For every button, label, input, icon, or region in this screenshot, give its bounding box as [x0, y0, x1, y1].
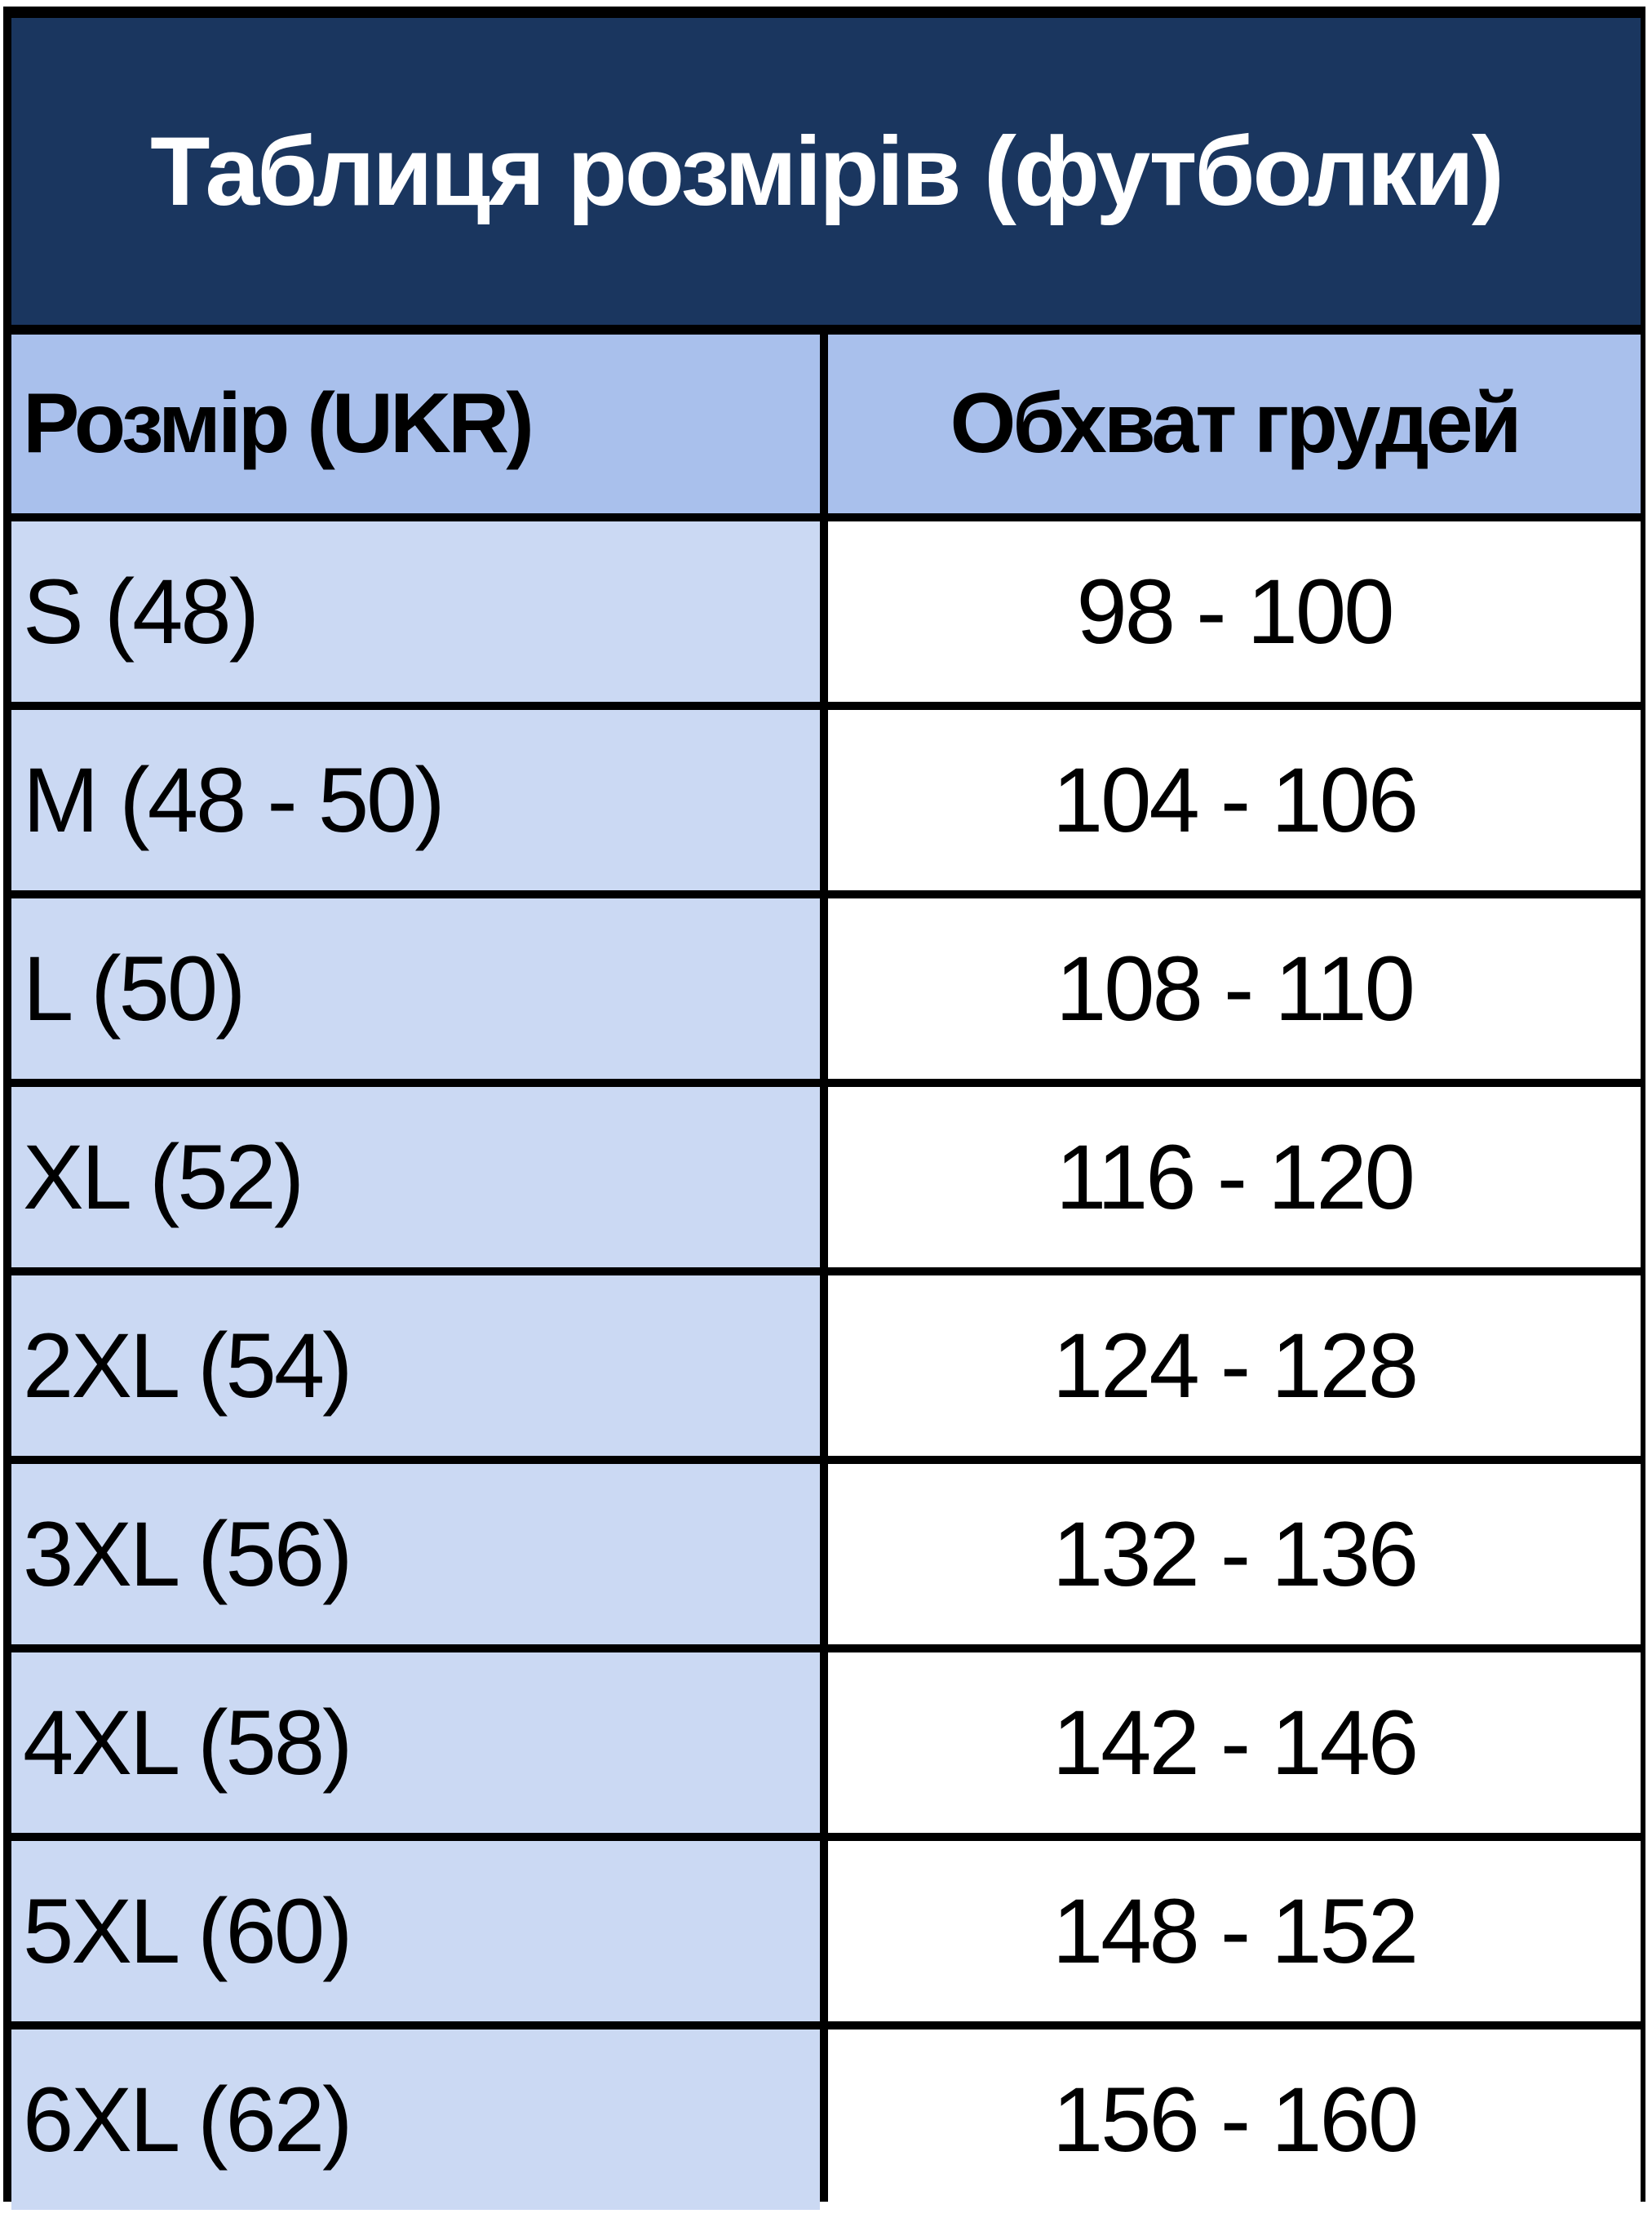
size-value: 4XL (58) — [23, 1692, 352, 1794]
size-table: Розмір (UKR) Обхват грудей S (48) 98 - 1… — [11, 335, 1641, 2218]
chest-cell: 116 - 120 — [828, 1087, 1641, 1267]
size-value: L (50) — [23, 938, 246, 1040]
size-cell: 4XL (58) — [11, 1652, 820, 1833]
size-value: 5XL (60) — [23, 1880, 352, 1982]
title-banner: Таблиця розмірів (футболки) — [11, 18, 1641, 325]
table-row: 2XL (54) 124 - 128 — [11, 1275, 1641, 1456]
chest-value: 108 - 110 — [1056, 938, 1415, 1040]
chest-value: 104 - 106 — [1052, 749, 1419, 851]
chest-value: 98 - 100 — [1076, 561, 1395, 663]
size-value: 3XL (56) — [23, 1503, 352, 1605]
table-row: S (48) 98 - 100 — [11, 521, 1641, 702]
chest-value: 156 - 160 — [1052, 2069, 1419, 2171]
chest-cell: 156 - 160 — [828, 2029, 1641, 2210]
size-value: 6XL (62) — [23, 2069, 352, 2171]
chest-cell: 132 - 136 — [828, 1464, 1641, 1644]
table-row: 4XL (58) 142 - 146 — [11, 1652, 1641, 1833]
size-cell: M (48 - 50) — [11, 710, 820, 890]
chest-value: 124 - 128 — [1052, 1315, 1419, 1417]
size-value: S (48) — [23, 561, 259, 663]
size-value: M (48 - 50) — [23, 749, 445, 851]
header-chest-label: Обхват грудей — [950, 376, 1521, 471]
header-size: Розмір (UKR) — [11, 335, 820, 513]
table-body: S (48) 98 - 100 M (48 - 50) 104 - 106 L (5… — [11, 521, 1641, 2210]
size-value: XL (52) — [23, 1126, 304, 1228]
table-row: 6XL (62) 156 - 160 — [11, 2029, 1641, 2210]
chest-cell: 104 - 106 — [828, 710, 1641, 890]
size-cell: 3XL (56) — [11, 1464, 820, 1644]
page-title: Таблиця розмірів (футболки) — [150, 117, 1504, 226]
chest-cell: 124 - 128 — [828, 1275, 1641, 1456]
size-cell: 2XL (54) — [11, 1275, 820, 1456]
size-value: 2XL (54) — [23, 1315, 352, 1417]
table-row: L (50) 108 - 110 — [11, 898, 1641, 1079]
chest-cell: 148 - 152 — [828, 1841, 1641, 2021]
size-cell: L (50) — [11, 898, 820, 1079]
chest-value: 116 - 120 — [1056, 1126, 1415, 1228]
chest-value: 148 - 152 — [1052, 1880, 1419, 1982]
header-chest: Обхват грудей — [828, 335, 1641, 513]
size-cell: XL (52) — [11, 1087, 820, 1267]
table-row: 5XL (60) 148 - 152 — [11, 1841, 1641, 2021]
table-row: M (48 - 50) 104 - 106 — [11, 710, 1641, 890]
table-row: XL (52) 116 - 120 — [11, 1087, 1641, 1267]
chest-cell: 108 - 110 — [828, 898, 1641, 1079]
chest-cell: 142 - 146 — [828, 1652, 1641, 1833]
size-cell: 6XL (62) — [11, 2029, 820, 2210]
header-size-label: Розмір (UKR) — [23, 376, 534, 471]
chest-cell: 98 - 100 — [828, 521, 1641, 702]
chest-value: 132 - 136 — [1052, 1503, 1419, 1605]
size-cell: S (48) — [11, 521, 820, 702]
table-row: 3XL (56) 132 - 136 — [11, 1464, 1641, 1644]
table-header-row: Розмір (UKR) Обхват грудей — [11, 335, 1641, 513]
chest-value: 142 - 146 — [1052, 1692, 1419, 1794]
size-cell: 5XL (60) — [11, 1841, 820, 2021]
